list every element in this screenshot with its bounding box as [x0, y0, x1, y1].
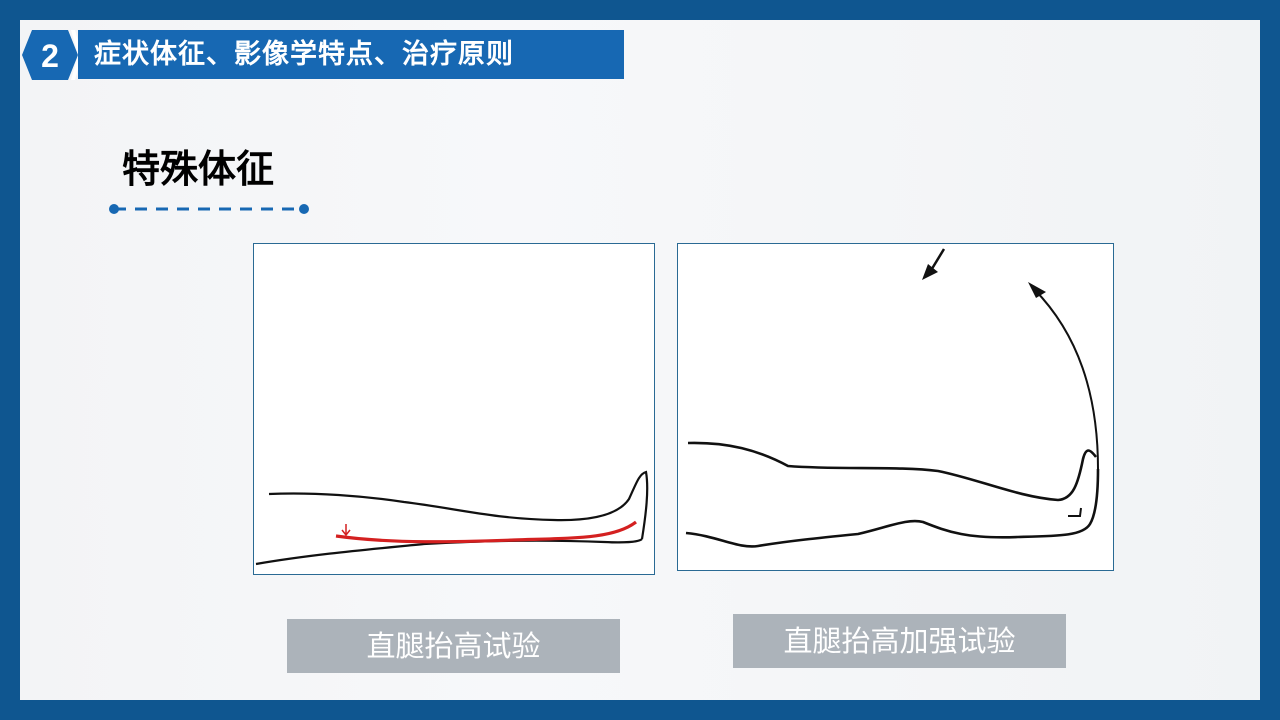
straight-leg-raise-figure — [253, 243, 655, 575]
section-number-badge: 2 — [22, 30, 78, 80]
caption-enhanced-straight-leg-raise: 直腿抬高加强试验 — [733, 614, 1066, 668]
enhanced-straight-leg-raise-figure — [677, 243, 1114, 571]
header-title: 症状体征、影像学特点、治疗原则 — [78, 30, 624, 79]
leg-drawing — [255, 470, 649, 566]
caption-straight-leg-raise: 直腿抬高试验 — [287, 619, 620, 673]
dashed-divider — [108, 202, 312, 216]
section-number: 2 — [41, 38, 59, 74]
leg-drawing — [685, 248, 1100, 548]
section-title: 特殊体征 — [122, 147, 275, 191]
